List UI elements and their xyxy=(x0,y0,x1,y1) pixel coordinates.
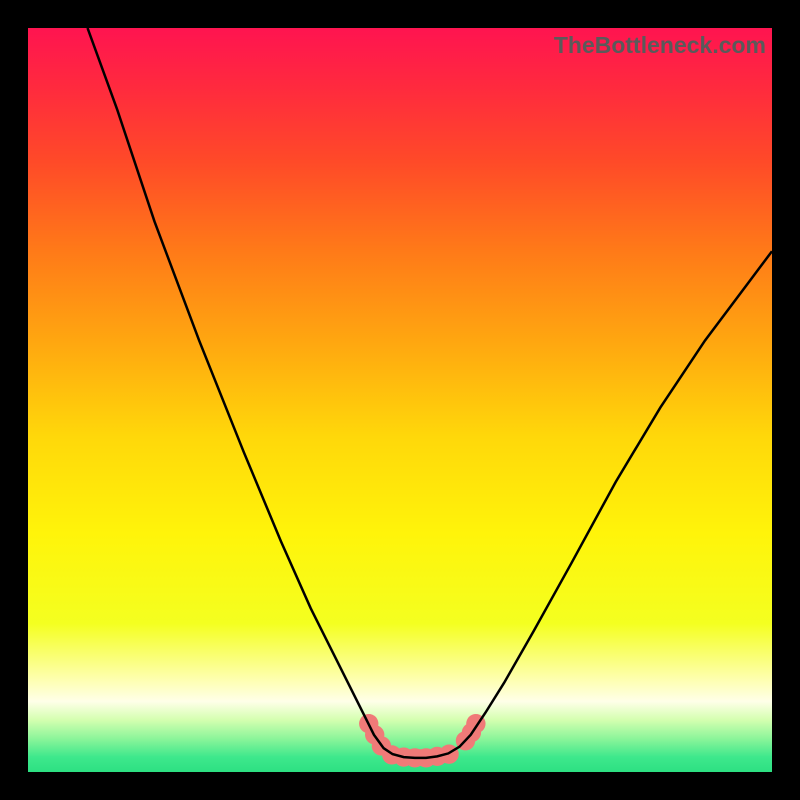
highlight-blob xyxy=(359,714,485,768)
watermark-text: TheBottleneck.com xyxy=(554,32,766,59)
plot-svg xyxy=(28,28,772,772)
gradient-background xyxy=(28,28,772,772)
bottleneck-curve xyxy=(88,28,772,758)
plot-area xyxy=(28,28,772,772)
